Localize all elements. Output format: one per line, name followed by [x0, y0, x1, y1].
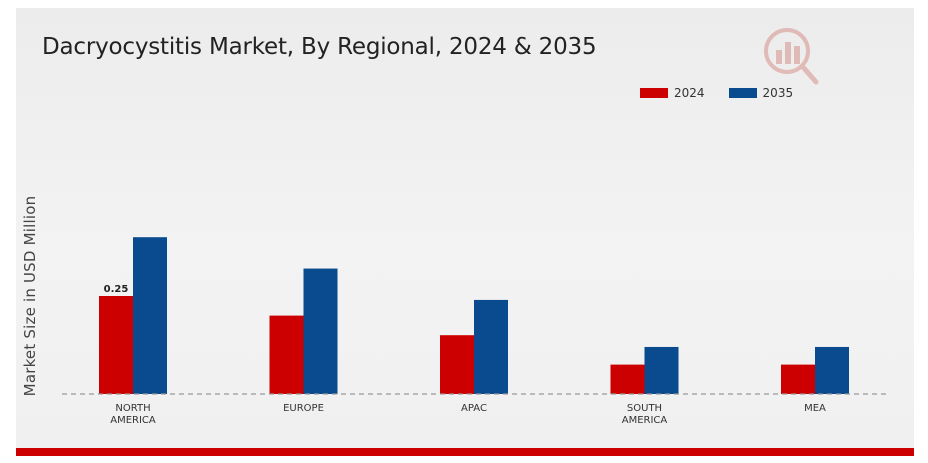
- legend-swatch-2035: [728, 88, 757, 98]
- x-tick-label: EUROPE: [283, 403, 324, 414]
- bottom-accent-bar: [16, 448, 914, 456]
- bar-2035-europe: [303, 268, 338, 394]
- bar-2024-north-america: [99, 296, 133, 394]
- chart-legend: 2024 2035: [640, 84, 817, 102]
- x-tick-label: NORTH AMERICA: [110, 403, 156, 426]
- x-tick-label: SOUTH AMERICA: [622, 403, 668, 426]
- legend-item-2035: 2035: [728, 86, 794, 100]
- x-tick-label: MEA: [804, 403, 826, 414]
- chart-title: Dacryocystitis Market, By Regional, 2024…: [42, 34, 597, 60]
- bar-2035-north-america: [133, 237, 167, 394]
- legend-swatch-2024: [640, 88, 668, 98]
- bar-2035-south-america: [644, 346, 679, 394]
- bar-2024-south-america: [610, 364, 645, 394]
- x-tick-label: APAC: [461, 403, 487, 414]
- legend-label-2035: 2035: [762, 86, 794, 100]
- bar-2024-mea: [781, 364, 815, 394]
- legend-item-2024: 2024: [640, 86, 705, 100]
- bar-2024-apac: [440, 335, 474, 394]
- bar-2035-apac: [474, 299, 508, 394]
- legend-label-2024: 2024: [674, 86, 705, 100]
- bar-2024-europe: [269, 315, 304, 394]
- bar-2035-mea: [815, 346, 849, 394]
- data-label: 0.25: [104, 284, 129, 295]
- market-research-logo-icon: [764, 28, 819, 85]
